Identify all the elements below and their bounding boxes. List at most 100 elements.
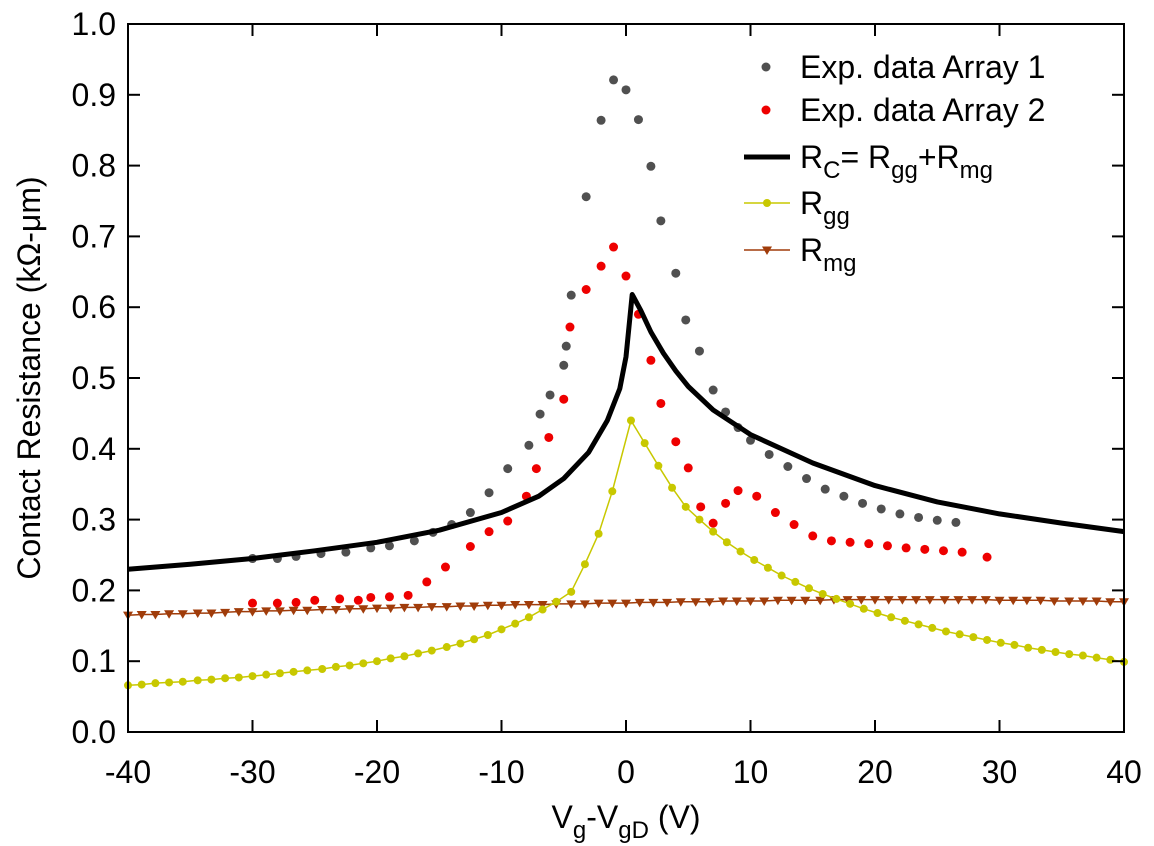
x-tick-label: -20 [354,754,400,790]
exp2-point [366,592,376,602]
exp2-point [403,590,413,600]
rmg-marker [1077,597,1088,607]
rgg-marker [289,667,298,676]
rmg-marker [385,604,396,614]
exp2-point [864,539,874,549]
plot-frame [127,23,1125,733]
exp1-point [561,341,571,351]
legend-item-exp1: Exp. data Array 1 [761,49,1045,85]
x-tick-label: 20 [857,754,893,790]
rmg-marker [469,602,480,611]
rgg-marker [262,670,271,679]
rmg-marker [220,608,231,618]
exp1-point [596,115,606,125]
rmg-marker [870,596,880,605]
rmg-marker [924,596,935,605]
rgg-marker [1010,640,1019,649]
exp1-point [820,484,830,494]
rgg-marker [580,560,589,569]
rgg-marker [345,661,354,670]
rmg-marker [426,603,437,612]
rmg-marker [762,246,772,255]
series-rmg [123,596,1129,621]
exp1-point [802,474,812,484]
rgg-marker [709,527,718,536]
rmg-marker [537,601,548,610]
rgg-marker [1106,655,1115,664]
rgg-marker [137,680,146,689]
rmg-marker [883,596,894,605]
exp2-point [826,536,836,546]
exp2-point [982,552,992,562]
rgg-marker [234,673,243,682]
rmg-marker [274,607,285,616]
rgg-marker [750,555,759,564]
rgg-marker [983,635,992,644]
rgg-marker [763,563,772,572]
rmg-marker [496,601,507,611]
exp1-point [566,290,576,300]
rgg-marker [846,599,855,608]
rgg-marker [414,649,423,658]
exp1-point [559,360,569,370]
rmg-marker [786,596,797,606]
rmg-marker [455,602,466,611]
exp2-point [544,432,554,442]
rmg-marker [939,596,950,605]
rgg-marker [497,625,506,634]
exp2-point [845,537,855,547]
exp1-point [932,515,942,525]
rgg-marker [165,678,174,687]
rmg-marker [510,601,521,610]
exp2-point [683,463,693,473]
rmg-marker [1008,596,1019,606]
exp2-point [708,518,718,528]
exp2-point [310,595,320,605]
rgg-marker [928,623,937,632]
exp1-point [783,462,793,471]
rgg-marker [887,613,896,622]
y-axis-title: Contact Resistance (kΩ-μm) [11,176,47,579]
rmg-marker [634,598,645,608]
exp2-point [559,394,569,404]
rgg-marker [303,666,312,675]
rgg-marker [221,674,230,683]
rc-line [127,292,1125,572]
rgg-marker [275,669,284,678]
rmg-marker [579,600,590,609]
y-tick-label: 0.4 [72,431,116,467]
rgg-marker [681,502,690,511]
exp2-point [609,242,619,252]
exp2-point [789,520,799,530]
exp2-point [596,261,606,271]
exp2-point [565,322,575,332]
x-tick-label: 40 [1106,754,1142,790]
y-tick-label: 0.2 [72,572,116,608]
rmg-marker [192,609,203,619]
rmg-marker [704,598,715,607]
rmg-marker [772,596,783,606]
exp2-point [621,271,631,281]
exp2-point [272,598,282,608]
rgg-marker [207,675,216,684]
rmg-marker [288,606,299,616]
exp1-point [656,216,666,226]
rgg-marker [1051,647,1060,656]
rgg-marker [996,638,1005,647]
exp1-point [671,268,681,278]
legend-label: Exp. data Array 2 [800,92,1045,128]
exp2-point [770,508,780,518]
rmg-marker [344,605,355,614]
rmg-marker [815,596,826,606]
rmg-marker [399,603,410,613]
exp1-point [694,346,704,356]
x-tick-label: 30 [982,754,1018,790]
legend-item-rgg: Rgg [744,185,850,230]
exp1-point [914,512,924,522]
series-exp2 [248,242,992,608]
rgg-marker [914,620,923,629]
rmg-marker [1049,597,1060,607]
rgg-marker [193,676,202,685]
rgg-marker [955,630,964,639]
